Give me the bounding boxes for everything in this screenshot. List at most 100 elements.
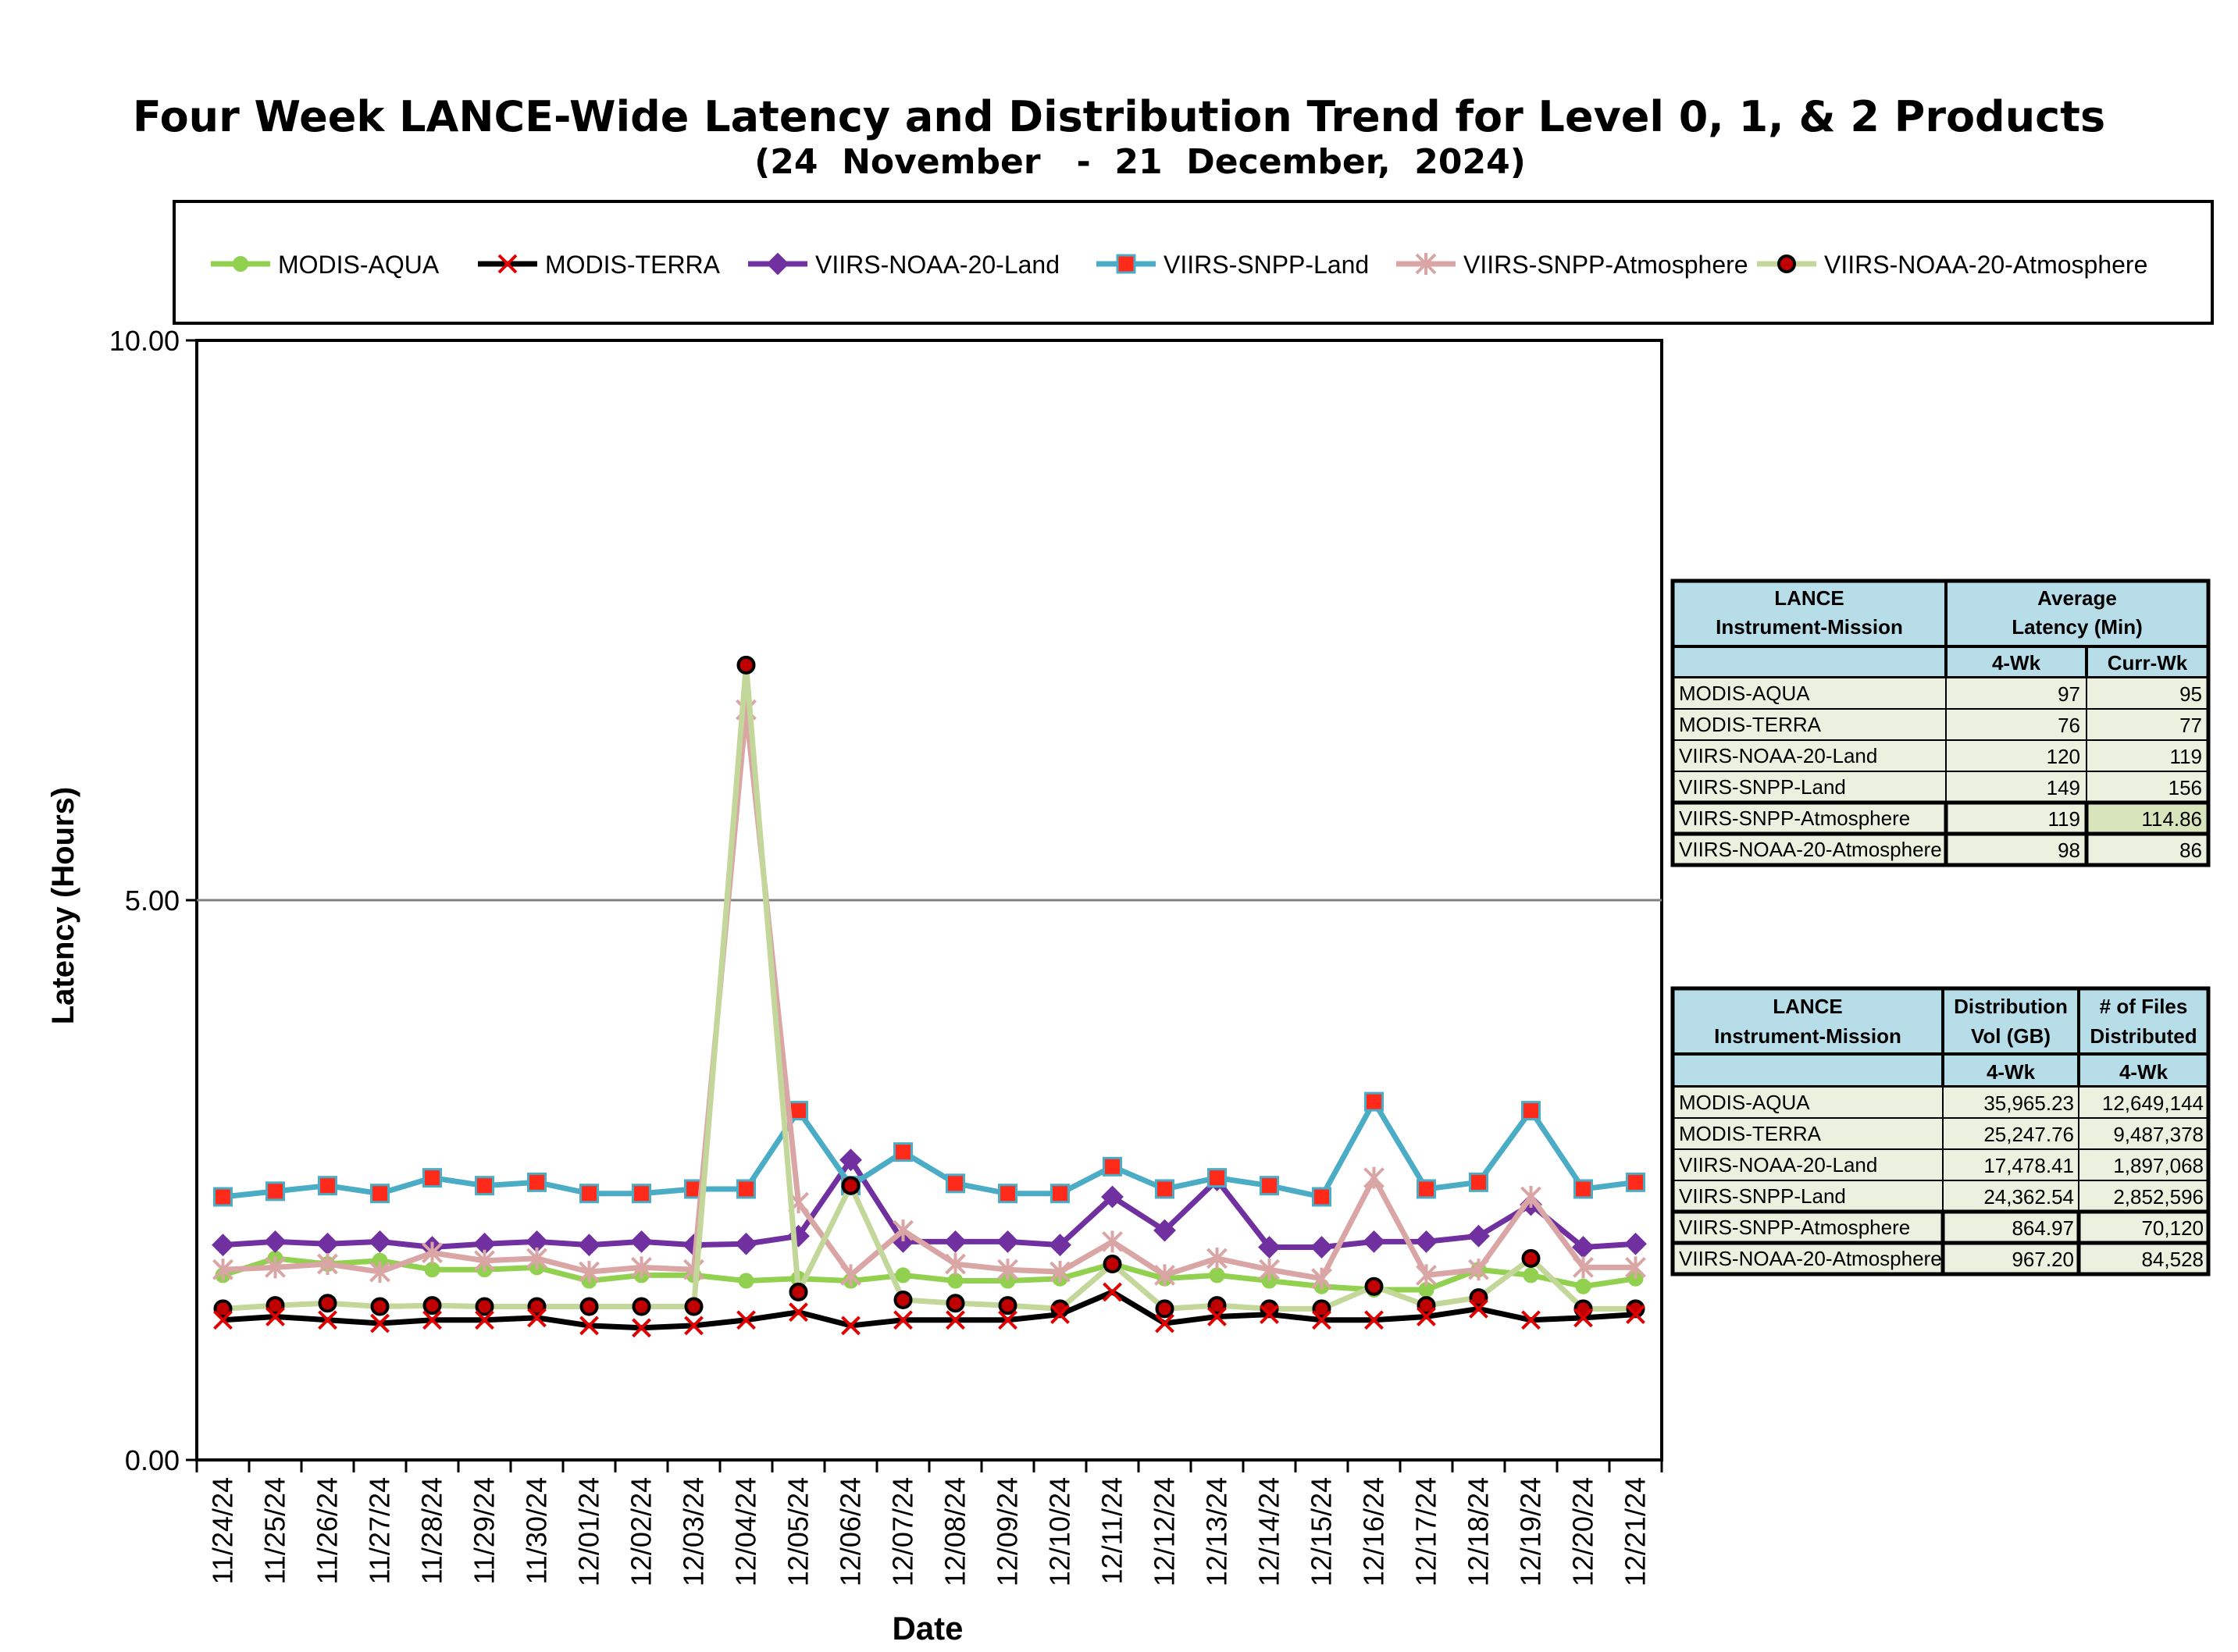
data-point <box>265 1307 285 1326</box>
legend-entry: MODIS-AQUA <box>211 251 440 279</box>
table-outline <box>1670 579 2211 867</box>
data-point <box>789 1302 808 1323</box>
data-point <box>1310 1236 1333 1259</box>
data-point <box>1258 1236 1281 1259</box>
data-point <box>1469 1172 1488 1192</box>
data-point <box>1050 1184 1070 1204</box>
legend-label: MODIS-TERRA <box>545 251 721 279</box>
latency-four-wk: 97 <box>2058 682 2080 706</box>
legend-entry: MODIS-TERRA <box>478 251 721 279</box>
x-tick-label: 12/05/24 <box>782 1477 814 1586</box>
distribution-files: 12,649,144 <box>2102 1091 2204 1115</box>
data-point <box>527 1297 547 1316</box>
distribution-vol: 35,965.23 <box>1983 1091 2074 1115</box>
distribution-header-label: Distribution <box>1954 995 2068 1018</box>
data-point <box>996 1230 1019 1253</box>
data-point <box>998 1310 1017 1330</box>
x-tick-label: 12/14/24 <box>1253 1477 1285 1586</box>
data-point <box>264 1230 287 1253</box>
x-axis-label: Date <box>892 1610 963 1647</box>
distribution-row-name: VIIRS-NOAA-20-Atmosphere <box>1679 1247 1942 1270</box>
data-point <box>1153 1219 1176 1242</box>
data-point <box>318 1294 337 1313</box>
data-point <box>893 1219 914 1242</box>
data-point <box>579 1261 600 1284</box>
latency-subheader: 4-Wk <box>1992 651 2041 675</box>
legend-label: MODIS-AQUA <box>278 251 440 279</box>
latency-row: VIIRS-SNPP-Atmosphere 119 114.86 <box>1670 800 2211 836</box>
data-point <box>1364 1091 1384 1112</box>
latency-header-label: Instrument-Mission <box>1716 615 1903 639</box>
latency-curr-wk: 119 <box>2170 745 2202 768</box>
x-tick-label: 12/04/24 <box>730 1477 762 1586</box>
distribution-row-name: MODIS-TERRA <box>1679 1122 1822 1145</box>
table-row-bg <box>1672 771 2209 803</box>
chart-subtitle: (24 November - 21 December, 2024) <box>754 142 1526 182</box>
data-point <box>578 1234 600 1257</box>
distribution-row-name: VIIRS-SNPP-Land <box>1679 1184 1846 1208</box>
data-point <box>789 1282 808 1301</box>
distribution-vol: 864.97 <box>2012 1216 2074 1240</box>
data-point <box>841 1176 861 1195</box>
data-point <box>1468 1259 1489 1281</box>
x-tick-label: 12/02/24 <box>625 1477 658 1586</box>
x-tick-label: 11/29/24 <box>469 1477 501 1584</box>
data-point <box>1259 1259 1280 1281</box>
data-point <box>1625 1256 1646 1279</box>
distribution-subheader: 4-Wk <box>2119 1060 2169 1084</box>
x-tick-label: 11/27/24 <box>364 1477 396 1584</box>
latency-header-label: Latency (Min) <box>2012 615 2143 639</box>
data-point <box>1103 1255 1122 1274</box>
table-outline <box>1670 986 2211 1276</box>
data-point <box>1363 1230 1385 1253</box>
data-point <box>632 1318 651 1338</box>
data-point <box>579 1297 599 1316</box>
legend-marker <box>1116 254 1136 274</box>
legend-entry: VIIRS-NOAA-20-Atmosphere <box>1757 251 2147 279</box>
series-modis-terra <box>213 1282 1645 1338</box>
latency-row-name: MODIS-AQUA <box>1679 682 1810 705</box>
data-point <box>1521 1248 1541 1268</box>
series-line <box>223 707 1636 1282</box>
data-point <box>474 1249 495 1272</box>
distribution-header-label: Instrument-Mission <box>1714 1024 1901 1048</box>
distribution-header-label: Vol (GB) <box>1971 1024 2051 1048</box>
legend-marker <box>497 254 518 274</box>
data-point <box>946 1294 965 1313</box>
data-point <box>946 1310 965 1330</box>
data-point <box>422 1310 442 1330</box>
data-point <box>422 1168 442 1188</box>
legend-marker <box>1415 253 1437 275</box>
x-tick-label: 12/03/24 <box>678 1477 710 1586</box>
legend-marker <box>766 252 789 276</box>
x-tick-label: 12/15/24 <box>1306 1477 1338 1586</box>
latency-row-name: MODIS-TERRA <box>1679 713 1822 736</box>
x-tick-label: 12/19/24 <box>1515 1477 1547 1586</box>
data-point <box>213 1187 233 1207</box>
x-tick-label: 12/09/24 <box>992 1477 1024 1586</box>
latency-row: VIIRS-SNPP-Land 149 156 <box>1672 771 2209 803</box>
data-point <box>1467 1224 1490 1248</box>
data-point <box>1260 1305 1279 1324</box>
data-point <box>1207 1307 1227 1326</box>
data-point <box>422 1241 443 1264</box>
latency-four-wk: 119 <box>2048 807 2080 831</box>
latency-curr-wk: 86 <box>2179 838 2202 862</box>
data-point <box>947 1273 964 1289</box>
data-point <box>213 1310 233 1330</box>
data-point <box>579 1316 599 1336</box>
distribution-files: 2,852,596 <box>2113 1185 2204 1209</box>
distribution-subheader: 4-Wk <box>1987 1060 2036 1084</box>
distribution-vol: 967.20 <box>2012 1248 2074 1271</box>
distribution-row: MODIS-TERRA 25,247.76 9,487,378 <box>1672 1117 2209 1150</box>
data-point <box>998 1296 1017 1316</box>
data-point <box>212 1234 234 1257</box>
latency-four-wk: 120 <box>2047 745 2080 768</box>
data-point <box>1050 1261 1071 1284</box>
data-point <box>526 1247 547 1269</box>
latency-row-name: VIIRS-NOAA-20-Atmosphere <box>1679 838 1942 861</box>
data-point <box>1103 1282 1122 1302</box>
data-point <box>893 1142 913 1162</box>
data-point <box>265 1256 286 1279</box>
